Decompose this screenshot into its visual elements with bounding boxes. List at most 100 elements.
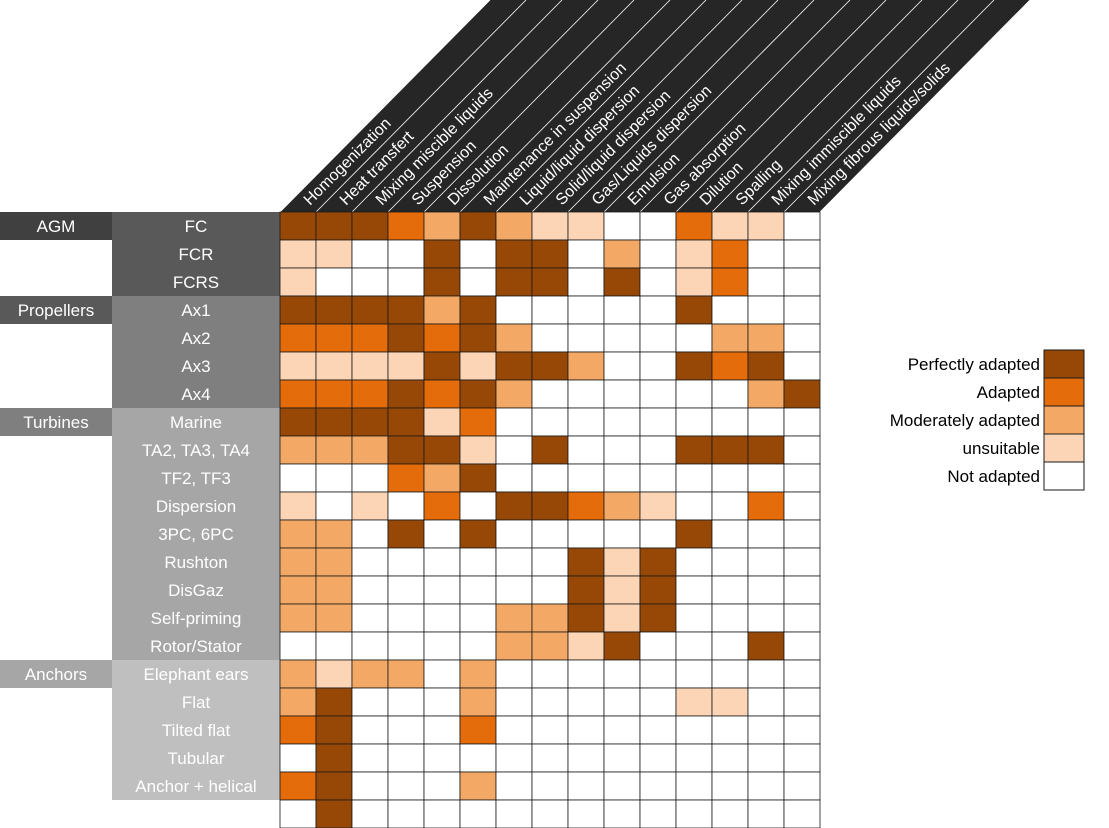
heatmap-cell [783, 267, 821, 297]
heatmap-cell [711, 351, 749, 381]
legend-label: Moderately adapted [890, 411, 1040, 430]
heatmap-cell [459, 547, 497, 577]
heatmap-cell [459, 239, 497, 269]
heatmap-cell [495, 603, 533, 633]
heatmap-cell [495, 687, 533, 717]
heatmap-cell [603, 547, 641, 577]
heatmap-cell [315, 799, 353, 828]
heatmap-cell [531, 435, 569, 465]
row-label: Rushton [164, 553, 227, 572]
heatmap-cell [315, 351, 353, 381]
heatmap-cell [567, 687, 605, 717]
heatmap-cells [279, 211, 821, 828]
heatmap-cell [783, 407, 821, 437]
legend-swatch [1043, 461, 1085, 491]
heatmap-cell [387, 239, 425, 269]
heatmap-cell [495, 211, 533, 241]
heatmap-cell [747, 771, 785, 801]
column-separator [459, 0, 671, 213]
heatmap-cell [783, 491, 821, 521]
heatmap-cell [315, 659, 353, 689]
heatmap-cell [387, 715, 425, 745]
legend-swatch [1043, 433, 1085, 463]
heatmap-cell [567, 547, 605, 577]
heatmap-cell [495, 267, 533, 297]
column-separator [279, 0, 491, 213]
heatmap-cell [531, 351, 569, 381]
heatmap-cell [351, 715, 389, 745]
heatmap-cell [675, 631, 713, 661]
row-label: Scrapper [162, 805, 231, 824]
heatmap-cell [783, 351, 821, 381]
heatmap-cell [495, 239, 533, 269]
heatmap-cell [747, 351, 785, 381]
heatmap-cell [747, 295, 785, 325]
column-separator [567, 0, 779, 213]
heatmap-cell [603, 715, 641, 745]
heatmap-cell [603, 239, 641, 269]
heatmap-cell [279, 771, 317, 801]
legend-swatch [1043, 349, 1085, 379]
heatmap-cell [423, 603, 461, 633]
heatmap-cell [675, 659, 713, 689]
heatmap-cell [279, 575, 317, 605]
row-label: Flat [182, 693, 211, 712]
row-label: Ax2 [181, 329, 210, 348]
heatmap-cell [531, 603, 569, 633]
heatmap-cell [315, 743, 353, 773]
heatmap-cell [423, 575, 461, 605]
heatmap-cell [639, 575, 677, 605]
heatmap-cell [351, 771, 389, 801]
heatmap-cell [711, 435, 749, 465]
heatmap-cell [711, 239, 749, 269]
row-label: Elephant ears [144, 665, 249, 684]
heatmap-cell [459, 715, 497, 745]
heatmap-cell [351, 631, 389, 661]
heatmap-cell [423, 547, 461, 577]
heatmap-cell [279, 547, 317, 577]
heatmap-cell [531, 239, 569, 269]
heatmap-cell [495, 491, 533, 521]
heatmap-cell [747, 379, 785, 409]
heatmap-cell [747, 687, 785, 717]
heatmap-cell [423, 743, 461, 773]
heatmap-cell [603, 799, 641, 828]
heatmap-cell [423, 211, 461, 241]
heatmap-cell [495, 631, 533, 661]
heatmap-cell [639, 351, 677, 381]
legend-label: Not adapted [947, 467, 1040, 486]
heatmap-cell [315, 379, 353, 409]
heatmap-cell [459, 435, 497, 465]
heatmap-cell [495, 743, 533, 773]
heatmap-cell [747, 323, 785, 353]
heatmap-cell [747, 239, 785, 269]
heatmap-cell [783, 379, 821, 409]
legend-label: Adapted [977, 383, 1040, 402]
heatmap-cell [747, 491, 785, 521]
heatmap-cell [423, 323, 461, 353]
heatmap-cell [675, 351, 713, 381]
heatmap-cell [423, 435, 461, 465]
heatmap-cell [675, 239, 713, 269]
heatmap-cell [459, 491, 497, 521]
heatmap-cell [783, 435, 821, 465]
column-separator [531, 0, 743, 213]
heatmap-cell [603, 407, 641, 437]
heatmap-cell [711, 743, 749, 773]
heatmap-cell [459, 323, 497, 353]
heatmap-cell [567, 631, 605, 661]
heatmap-cell [567, 463, 605, 493]
heatmap-cell [531, 519, 569, 549]
heatmap-cell [711, 463, 749, 493]
heatmap-cell [603, 323, 641, 353]
heatmap-cell [351, 379, 389, 409]
column-separator [675, 0, 887, 213]
heatmap-cell [531, 491, 569, 521]
heatmap-cell [567, 295, 605, 325]
heatmap-cell [531, 267, 569, 297]
heatmap-cell [675, 519, 713, 549]
heatmap-cell [495, 435, 533, 465]
heatmap-cell [783, 547, 821, 577]
heatmap-cell [603, 295, 641, 325]
column-separator [783, 0, 995, 213]
